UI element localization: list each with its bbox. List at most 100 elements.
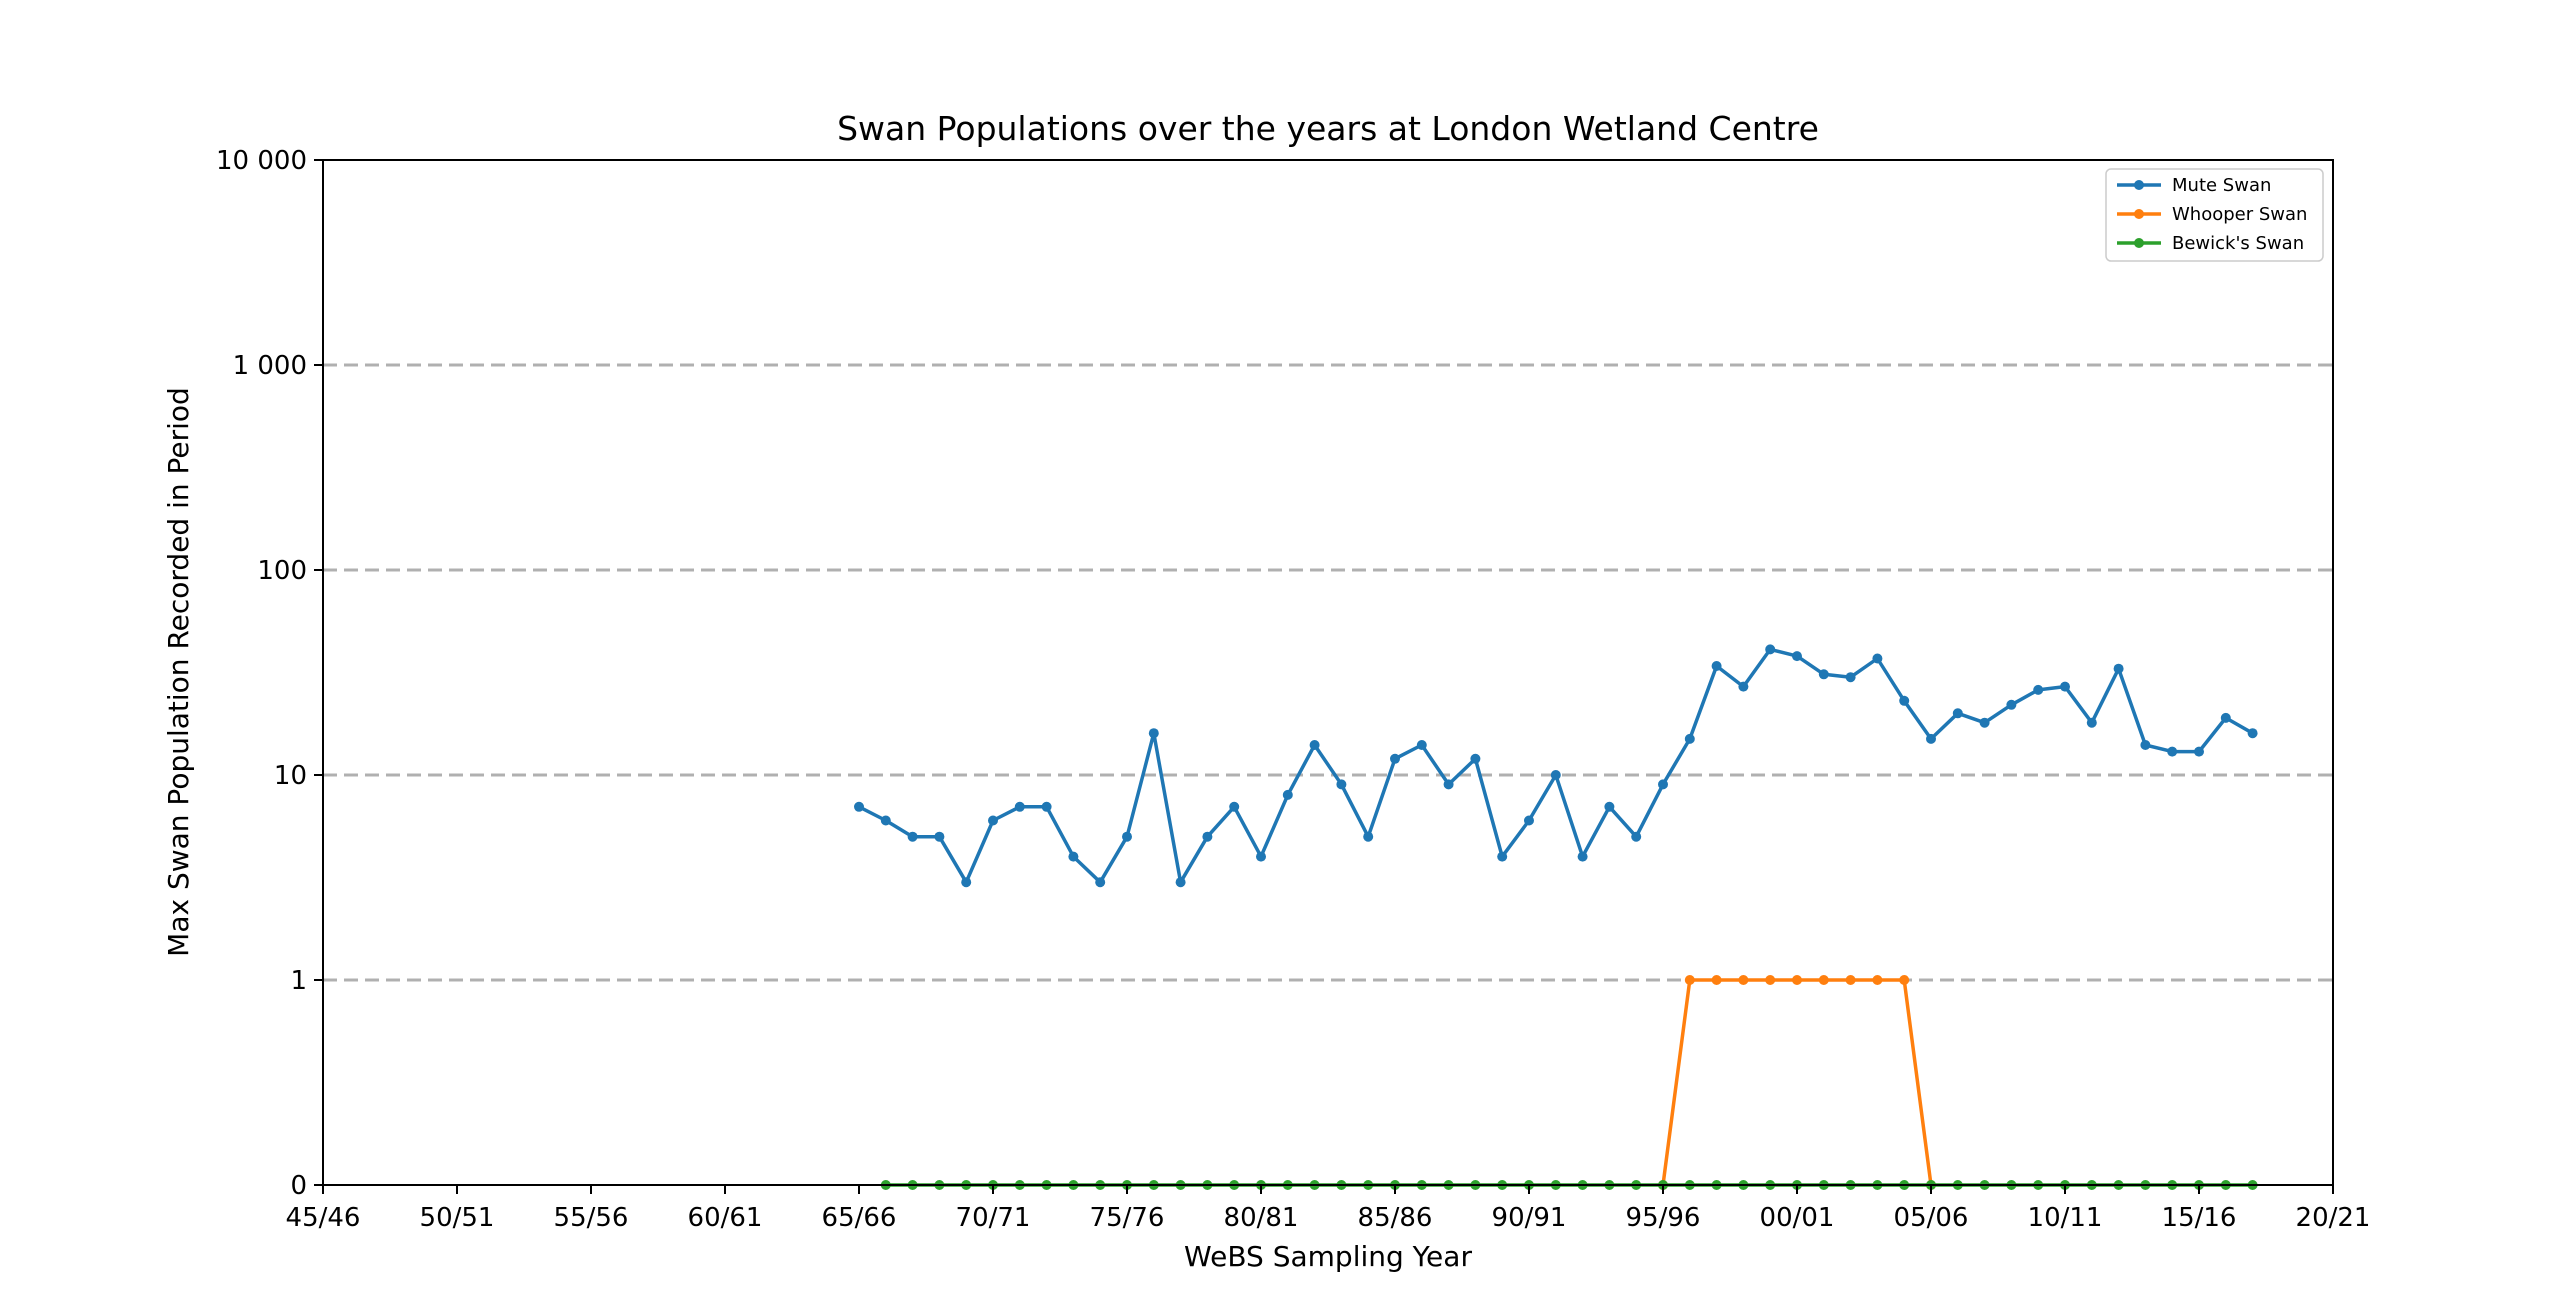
data-point-mute-swan [2140,740,2151,750]
x-tick-label: 05/06 [1894,1203,1969,1233]
legend: Mute Swan Whooper Swan Bewick's Swan [2105,168,2324,262]
data-point-mute-swan [1095,877,1106,888]
data-point-mute-swan [1524,815,1534,826]
data-point-whooper-swan [1684,975,1695,985]
data-point-mute-swan [2033,684,2044,695]
y-axis-ticks: 0 1 10 100 1 000 10 000 [216,146,323,1201]
data-point-mute-swan [1872,653,1883,664]
data-point-mute-swan [2060,681,2070,692]
data-point-mute-swan [1041,801,1052,812]
legend-marker-whooper-swan [2134,209,2144,219]
data-point-mute-swan [1845,672,1856,683]
data-point-mute-swan [1926,733,1936,744]
data-point-mute-swan [1363,831,1374,842]
x-tick-label: 60/61 [688,1203,763,1233]
data-point-whooper-swan [1738,975,1749,985]
series-mute-swan [854,644,2258,888]
data-point-mute-swan [1550,770,1561,780]
data-point-mute-swan [2006,699,2017,710]
y-tick-label: 10 [274,761,307,791]
data-point-mute-swan [2247,728,2258,739]
data-point-mute-swan [1818,669,1829,680]
data-point-whooper-swan [1765,975,1776,985]
data-point-mute-swan [1390,753,1400,764]
x-tick-label: 15/16 [2162,1203,2237,1233]
legend-label-mute-swan: Mute Swan [2172,175,2271,196]
data-point-mute-swan [1899,695,1910,706]
data-point-mute-swan [1577,851,1588,862]
data-point-mute-swan [1979,717,1990,728]
data-point-mute-swan [1068,851,1079,862]
data-point-mute-swan [1202,831,1213,842]
y-axis-title: Max Swan Population Recorded in Period [162,387,195,957]
data-point-whooper-swan [1711,975,1722,985]
data-point-mute-swan [2220,712,2231,723]
x-tick-label: 80/81 [1224,1203,1299,1233]
x-tick-label: 70/71 [956,1203,1031,1233]
legend-marker-bewick-s-swan [2134,238,2144,248]
data-point-mute-swan [1014,801,1025,812]
x-tick-label: 00/01 [1760,1203,1835,1233]
x-tick-label: 75/76 [1090,1203,1165,1233]
data-point-whooper-swan [1818,975,1829,985]
legend-label-bewick-s-swan: Bewick's Swan [2172,233,2304,254]
data-point-mute-swan [1256,851,1266,862]
data-point-mute-swan [1631,831,1642,842]
data-point-mute-swan [2194,746,2204,757]
data-point-mute-swan [1658,779,1668,790]
data-point-mute-swan [1711,661,1722,671]
data-point-mute-swan [2167,746,2178,757]
data-point-mute-swan [1765,644,1776,655]
data-point-whooper-swan [1872,975,1883,985]
chart-title: Swan Populations over the years at Londo… [837,109,1819,148]
y-tick-label: 1 [290,966,307,996]
x-tick-label: 85/86 [1358,1203,1433,1233]
data-point-mute-swan [1148,728,1159,739]
data-point-whooper-swan [1845,975,1856,985]
legend-frame [2105,168,2324,262]
y-tick-label: 1 000 [233,351,307,381]
data-point-mute-swan [988,815,998,826]
data-point-mute-swan [880,815,891,826]
data-point-mute-swan [1122,831,1132,842]
data-point-whooper-swan [1899,975,1910,985]
data-point-mute-swan [907,831,918,842]
data-point-mute-swan [934,831,945,842]
data-point-mute-swan [961,877,972,888]
y-tick-label: 10 000 [216,146,307,176]
data-point-mute-swan [1282,789,1293,800]
data-point-mute-swan [1443,779,1454,790]
x-tick-label: 90/91 [1492,1203,1567,1233]
data-point-mute-swan [1175,877,1186,888]
data-point-mute-swan [2086,717,2097,728]
legend-label-whooper-swan: Whooper Swan [2172,204,2307,225]
x-tick-label: 65/66 [822,1203,897,1233]
data-point-mute-swan [1792,651,1802,662]
data-point-mute-swan [1229,801,1240,812]
data-point-mute-swan [1497,851,1508,862]
plot-frame [322,159,2334,1186]
y-tick-label: 100 [257,556,307,586]
x-tick-label: 10/11 [2028,1203,2103,1233]
x-tick-label: 20/21 [2296,1203,2371,1233]
data-point-mute-swan [1684,733,1695,744]
x-axis-ticks: 45/46 50/51 55/56 60/61 65/66 70/71 75/76 80/81… [286,1185,2371,1233]
x-tick-label: 95/96 [1626,1203,1701,1233]
data-point-mute-swan [1604,801,1615,812]
data-point-mute-swan [854,801,864,812]
legend-marker-mute-swan [2134,180,2144,190]
data-point-mute-swan [2113,663,2124,674]
data-point-mute-swan [1336,779,1347,790]
data-point-mute-swan [1416,740,1427,750]
data-point-mute-swan [1738,681,1749,692]
data-point-mute-swan [1470,753,1481,764]
y-tick-label: 0 [290,1171,307,1201]
x-tick-label: 45/46 [286,1203,361,1233]
x-axis-title: WeBS Sampling Year [1184,1240,1472,1273]
data-point-mute-swan [1309,740,1320,750]
data-point-mute-swan [1952,708,1963,719]
data-point-whooper-swan [1792,975,1802,985]
x-tick-label: 55/56 [554,1203,629,1233]
x-tick-label: 50/51 [420,1203,495,1233]
